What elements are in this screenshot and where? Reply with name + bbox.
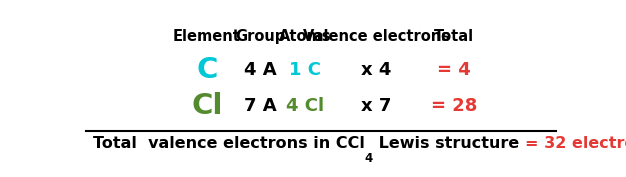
Text: Cl: Cl bbox=[191, 92, 223, 120]
Text: = 28: = 28 bbox=[431, 97, 478, 115]
Text: 7 A: 7 A bbox=[244, 97, 277, 115]
Text: = 4: = 4 bbox=[438, 61, 471, 79]
Text: Total  valence electrons in CCl: Total valence electrons in CCl bbox=[93, 136, 365, 151]
Text: Total: Total bbox=[434, 29, 475, 44]
Text: Element: Element bbox=[173, 29, 241, 44]
Text: Lewis structure: Lewis structure bbox=[373, 136, 525, 151]
Text: 4 A: 4 A bbox=[244, 61, 277, 79]
Text: Valence electrons: Valence electrons bbox=[303, 29, 450, 44]
Text: Atoms: Atoms bbox=[279, 29, 332, 44]
Text: Group: Group bbox=[235, 29, 285, 44]
Text: = 32 electrons: = 32 electrons bbox=[525, 136, 626, 151]
Text: 1 C: 1 C bbox=[289, 61, 321, 79]
Text: C: C bbox=[196, 56, 217, 84]
Text: 4: 4 bbox=[365, 152, 373, 165]
Text: x 7: x 7 bbox=[361, 97, 392, 115]
Text: x 4: x 4 bbox=[361, 61, 392, 79]
Text: 4 Cl: 4 Cl bbox=[286, 97, 324, 115]
